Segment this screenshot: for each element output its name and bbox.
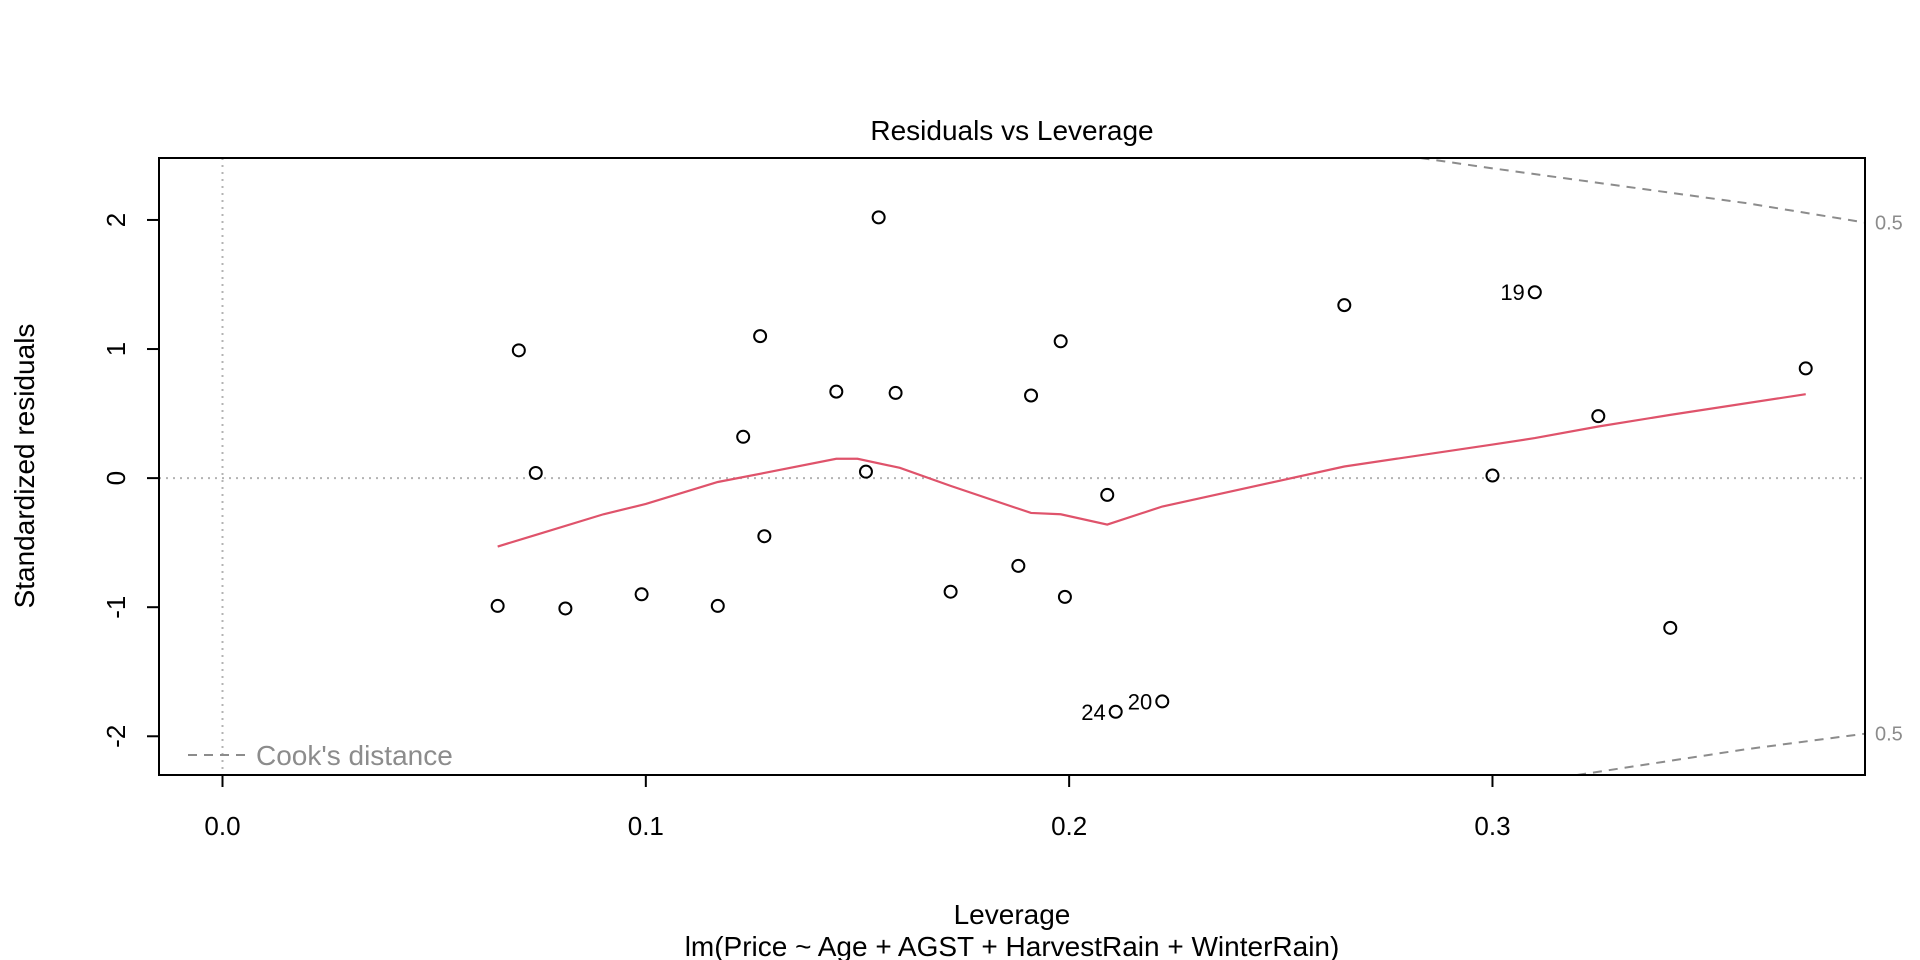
data-point-1 <box>490 598 505 613</box>
data-point-10 <box>829 384 844 399</box>
points-layer: 24 20 19 <box>490 210 1813 725</box>
point-label-20: 20 <box>1128 689 1152 714</box>
cooks-contour-1 <box>1420 158 1865 224</box>
cooks-distance-contours: 0.5 0.5 <box>1420 158 1903 775</box>
data-point-16 <box>1024 388 1039 403</box>
data-point-26 <box>1663 620 1678 635</box>
data-point-4 <box>558 601 573 616</box>
data-point-3 <box>528 465 543 480</box>
x-tick-label-2: 0.1 <box>628 811 664 841</box>
data-point-25 <box>1591 409 1606 424</box>
data-point-6 <box>710 598 725 613</box>
y-tick-label-3: 0 <box>101 471 131 485</box>
cooks-contour-label-2: 0.5 <box>1875 724 1903 746</box>
point-label-19: 19 <box>1500 280 1524 305</box>
data-point-7 <box>736 429 751 444</box>
axes-layer: 0.0 0.1 0.2 0.3 2 1 0 -1 -2 <box>101 157 1866 841</box>
data-point-13 <box>888 385 903 400</box>
x-axis-label: Leverage <box>954 899 1071 930</box>
x-tick-label-3: 0.2 <box>1051 811 1087 841</box>
y-tick-label-4: -1 <box>101 596 131 619</box>
reference-lines <box>159 158 1865 775</box>
data-point-9 <box>757 529 772 544</box>
data-point-5 <box>634 587 649 602</box>
data-point-2 <box>511 343 526 358</box>
data-point-24 <box>1527 285 1542 300</box>
cooks-contour-label-1: 0.5 <box>1875 213 1903 235</box>
y-axis-label: Standardized residuals <box>9 324 40 609</box>
data-point-11 <box>858 464 873 479</box>
data-point-8 <box>753 329 768 344</box>
data-point-23 <box>1485 468 1500 483</box>
y-tick-label-2: 1 <box>101 342 131 356</box>
data-point-21 <box>1155 694 1170 709</box>
data-point-12 <box>871 210 886 225</box>
chart-subtitle: lm(Price ~ Age + AGST + HarvestRain + Wi… <box>685 931 1340 960</box>
plot-frame <box>158 157 1866 776</box>
data-point-14 <box>943 584 958 599</box>
cooks-contour-2 <box>1576 732 1865 775</box>
data-point-22 <box>1337 298 1352 313</box>
data-point-15 <box>1011 558 1026 573</box>
y-tick-label-5: -2 <box>101 725 131 748</box>
smooth-line <box>497 393 1806 548</box>
x-tick-label-4: 0.3 <box>1474 811 1510 841</box>
y-tick-label-1: 2 <box>101 213 131 227</box>
legend-label: Cook's distance <box>256 740 453 771</box>
data-point-19 <box>1100 487 1115 502</box>
data-point-20 <box>1108 704 1123 719</box>
smooth-line-layer <box>497 393 1806 548</box>
chart-title: Residuals vs Leverage <box>870 115 1153 146</box>
cooks-distance-legend: Cook's distance <box>188 740 453 771</box>
data-point-17 <box>1053 334 1068 349</box>
x-tick-label-1: 0.0 <box>204 811 240 841</box>
point-label-24: 24 <box>1081 700 1105 725</box>
data-point-27 <box>1798 361 1813 376</box>
data-point-18 <box>1057 589 1072 604</box>
